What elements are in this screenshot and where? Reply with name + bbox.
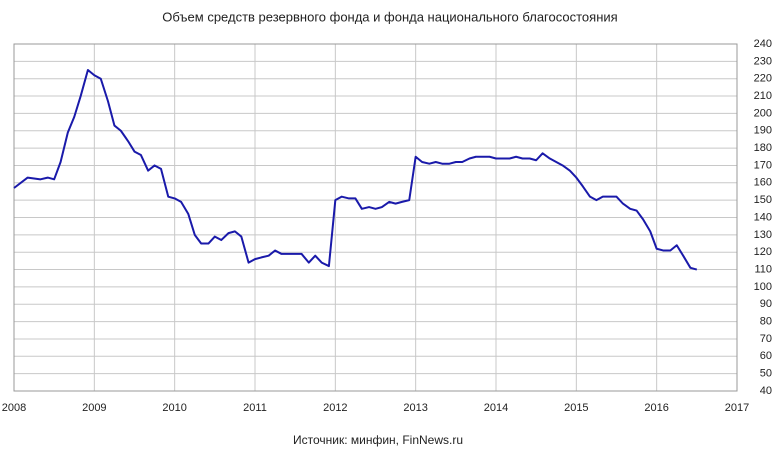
x-tick-label: 2010 [162, 402, 186, 414]
y-tick-label: 200 [754, 107, 772, 119]
y-tick-label: 240 [754, 38, 772, 50]
y-tick-label: 150 [754, 194, 772, 206]
y-tick-label: 230 [754, 55, 772, 67]
y-tick-label: 220 [754, 73, 772, 85]
x-tick-label: 2017 [725, 402, 749, 414]
data-line [13, 69, 698, 271]
y-tick-label: 120 [754, 246, 772, 258]
y-tick-label: 60 [760, 350, 772, 362]
y-tick-label: 80 [760, 316, 772, 328]
y-tick-label: 100 [754, 281, 772, 293]
x-tick-label: 2013 [403, 402, 427, 414]
x-tick-label: 2011 [243, 402, 267, 414]
x-tick-label: 2016 [644, 402, 668, 414]
y-tick-label: 40 [760, 385, 772, 397]
chart-title: Объем средств резервного фонда и фонда н… [162, 9, 617, 24]
y-tick-label: 140 [754, 211, 772, 223]
x-tick-label: 2012 [323, 402, 347, 414]
plot-border [13, 43, 738, 392]
x-tick-label: 2015 [564, 402, 588, 414]
x-tick-label: 2008 [2, 402, 26, 414]
y-tick-label: 180 [754, 142, 772, 154]
y-tick-label: 160 [754, 177, 772, 189]
x-tick-label: 2009 [82, 402, 106, 414]
x-tick-label: 2014 [484, 402, 508, 414]
y-tick-label: 130 [754, 229, 772, 241]
y-tick-label: 90 [760, 298, 772, 310]
y-tick-label: 210 [754, 90, 772, 102]
y-tick-label: 50 [760, 368, 772, 380]
y-tick-label: 70 [760, 333, 772, 345]
y-tick-label: 190 [754, 125, 772, 137]
source-note: Источник: минфин, FinNews.ru [293, 433, 463, 447]
y-tick-label: 170 [754, 159, 772, 171]
y-tick-label: 110 [754, 263, 772, 275]
